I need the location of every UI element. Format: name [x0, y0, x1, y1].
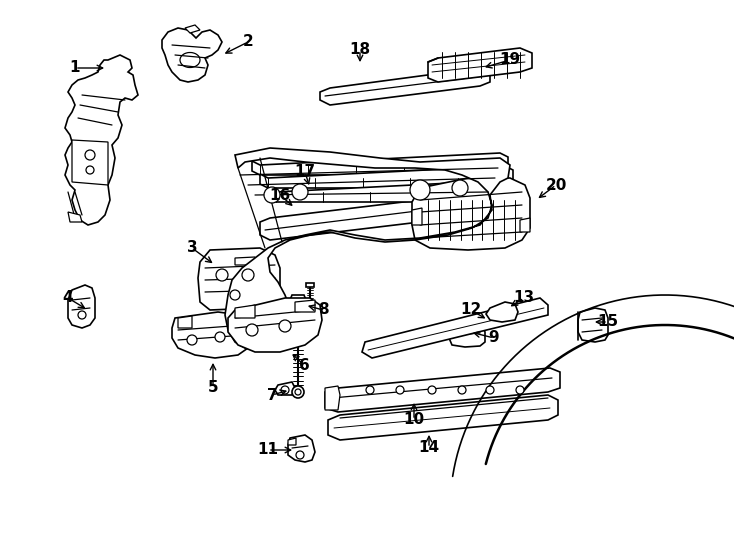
Circle shape [281, 386, 289, 394]
Polygon shape [162, 28, 222, 82]
Polygon shape [290, 295, 306, 303]
Circle shape [452, 180, 468, 196]
Text: 8: 8 [318, 302, 328, 318]
Polygon shape [428, 48, 532, 82]
Circle shape [85, 150, 95, 160]
Polygon shape [520, 218, 530, 232]
Circle shape [246, 324, 258, 336]
Circle shape [230, 290, 240, 300]
Text: 2: 2 [243, 35, 253, 50]
Polygon shape [362, 298, 548, 358]
Polygon shape [235, 305, 255, 318]
Text: 18: 18 [349, 43, 371, 57]
Polygon shape [72, 140, 108, 185]
Polygon shape [185, 25, 200, 33]
Text: 20: 20 [545, 178, 567, 192]
Text: 7: 7 [266, 388, 277, 402]
Text: 4: 4 [62, 291, 73, 306]
Text: 14: 14 [418, 441, 440, 456]
Circle shape [78, 311, 86, 319]
Circle shape [292, 386, 304, 398]
Circle shape [428, 386, 436, 394]
Polygon shape [306, 283, 314, 287]
Text: 1: 1 [70, 60, 80, 76]
Circle shape [458, 386, 466, 394]
Polygon shape [412, 208, 422, 225]
Polygon shape [288, 435, 315, 462]
Polygon shape [68, 212, 82, 222]
Polygon shape [295, 300, 315, 312]
Text: 15: 15 [597, 314, 619, 329]
Circle shape [410, 180, 430, 200]
Polygon shape [260, 200, 432, 240]
Circle shape [215, 332, 225, 342]
Circle shape [242, 269, 254, 281]
Polygon shape [68, 285, 95, 328]
Text: 17: 17 [294, 165, 316, 179]
Text: 13: 13 [514, 291, 534, 306]
Polygon shape [172, 312, 252, 358]
Text: 11: 11 [258, 442, 278, 457]
Circle shape [516, 386, 524, 394]
Circle shape [292, 184, 308, 200]
Polygon shape [328, 395, 558, 440]
Polygon shape [412, 178, 530, 250]
Polygon shape [288, 438, 296, 445]
Text: 16: 16 [269, 187, 291, 202]
Polygon shape [325, 386, 340, 410]
Polygon shape [325, 368, 560, 412]
Circle shape [279, 320, 291, 332]
Polygon shape [235, 257, 255, 265]
Text: 5: 5 [208, 381, 218, 395]
Polygon shape [198, 248, 280, 310]
Polygon shape [228, 298, 322, 352]
Polygon shape [228, 313, 242, 325]
Circle shape [296, 451, 304, 459]
Circle shape [187, 335, 197, 345]
Polygon shape [320, 68, 490, 105]
Text: 3: 3 [186, 240, 197, 255]
Circle shape [86, 166, 94, 174]
Polygon shape [486, 302, 518, 322]
Circle shape [396, 386, 404, 394]
Circle shape [486, 386, 494, 394]
Circle shape [366, 386, 374, 394]
Circle shape [264, 187, 280, 203]
Text: 9: 9 [489, 330, 499, 346]
Polygon shape [268, 180, 518, 202]
Polygon shape [65, 55, 138, 225]
Polygon shape [260, 166, 513, 188]
Circle shape [295, 389, 301, 395]
Circle shape [216, 269, 228, 281]
Text: 12: 12 [460, 302, 482, 318]
Polygon shape [275, 382, 295, 395]
Text: 19: 19 [499, 52, 520, 68]
Polygon shape [578, 308, 608, 342]
Text: 10: 10 [404, 413, 424, 428]
Polygon shape [449, 325, 485, 347]
Polygon shape [225, 148, 510, 350]
Text: 6: 6 [299, 357, 309, 373]
Polygon shape [252, 153, 508, 175]
Polygon shape [178, 316, 192, 328]
